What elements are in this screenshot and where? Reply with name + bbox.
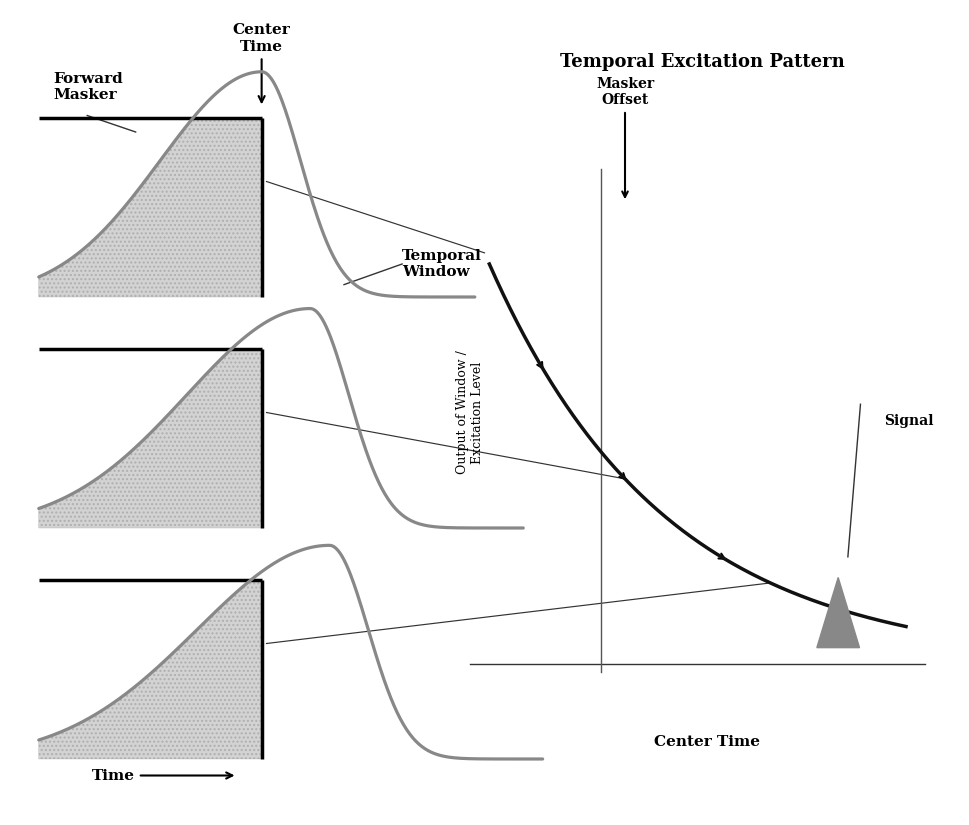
Text: Center Time: Center Time bbox=[654, 736, 761, 749]
Text: Masker
Offset: Masker Offset bbox=[596, 77, 654, 197]
Text: Time: Time bbox=[92, 769, 233, 782]
Text: Center
Time: Center Time bbox=[233, 23, 291, 102]
Polygon shape bbox=[817, 578, 860, 648]
Text: Signal: Signal bbox=[884, 414, 933, 427]
Text: Temporal
Window: Temporal Window bbox=[402, 249, 482, 279]
Text: Forward
Masker: Forward Masker bbox=[53, 72, 123, 101]
Text: Output of Window /
Excitation Level: Output of Window / Excitation Level bbox=[456, 351, 484, 474]
Text: Temporal Excitation Pattern: Temporal Excitation Pattern bbox=[560, 53, 845, 71]
